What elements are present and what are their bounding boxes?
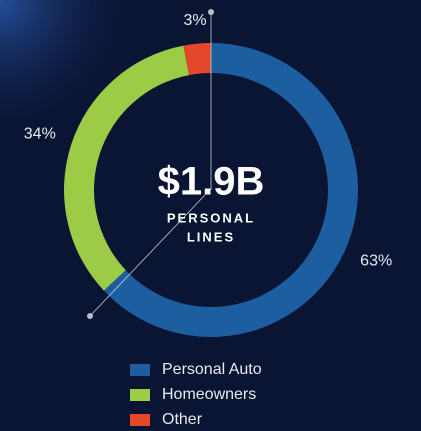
donut-segment <box>64 45 190 291</box>
leader-line <box>89 194 206 317</box>
leader-dot <box>208 9 214 15</box>
legend-swatch <box>130 389 150 401</box>
value-label: 3% <box>183 12 206 29</box>
legend-swatch <box>130 414 150 426</box>
donut-segment <box>183 43 211 76</box>
donut <box>64 43 359 338</box>
center-value: $1.9B <box>158 160 265 204</box>
value-label: 34% <box>24 126 56 143</box>
legend-swatch <box>130 364 150 376</box>
legend-label: Other <box>162 411 203 428</box>
center-label: LINES <box>187 229 235 244</box>
center-label: PERSONAL <box>167 210 255 225</box>
value-label: 63% <box>360 253 392 270</box>
legend-label: Homeowners <box>162 386 256 403</box>
leader-dot <box>87 313 93 319</box>
legend-label: Personal Auto <box>162 361 262 378</box>
donut-segment <box>103 43 359 338</box>
